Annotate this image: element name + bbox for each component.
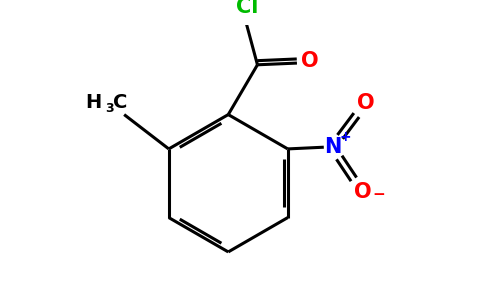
Text: O: O: [354, 182, 371, 202]
Text: N: N: [324, 137, 341, 157]
Text: O: O: [301, 51, 319, 71]
Text: H: H: [86, 93, 102, 112]
Text: O: O: [357, 93, 375, 113]
Text: +: +: [340, 130, 351, 144]
Text: −: −: [372, 187, 385, 202]
Text: 3: 3: [106, 102, 114, 115]
Text: Cl: Cl: [236, 0, 258, 17]
Text: C: C: [113, 93, 127, 112]
